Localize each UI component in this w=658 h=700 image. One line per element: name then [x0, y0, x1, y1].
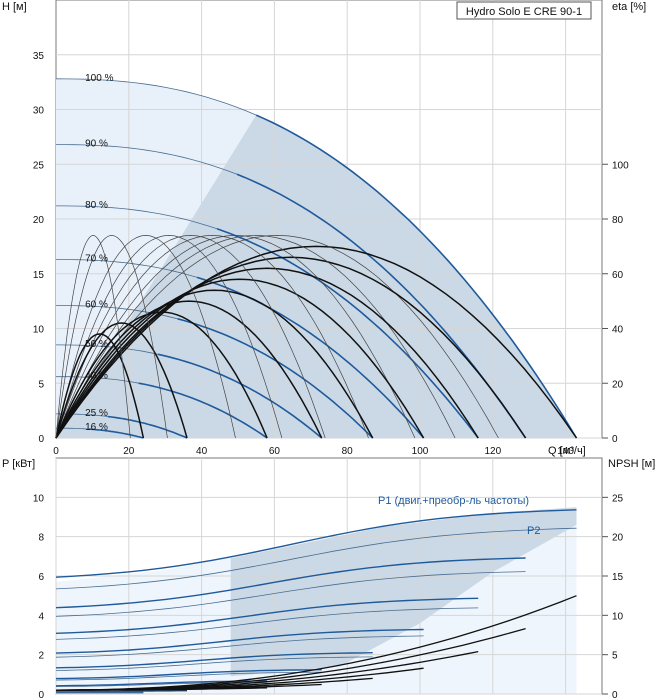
p-tick-label: 10: [33, 493, 45, 504]
efficiency-curve: [55, 322, 188, 439]
efficiency-curve: [55, 267, 479, 439]
y-axis-title: H [м]: [2, 1, 27, 13]
speed-label: 70 %: [85, 254, 108, 265]
x-axis-title: Q [м³/ч]: [548, 445, 586, 457]
efficiency-curve-thin: [55, 235, 168, 439]
efficiency-curve-thin: [55, 235, 326, 439]
head-curve-thin: [56, 205, 218, 230]
y2-tick-label: 100: [612, 160, 629, 171]
efficiency-curves: [55, 235, 578, 439]
x-tick-label: 100: [412, 446, 429, 457]
x-tick-label: 120: [484, 446, 501, 457]
p-tick-label: 0: [38, 690, 44, 700]
head-curve: [107, 415, 188, 439]
head-curve: [255, 114, 578, 439]
y-tick-label: 35: [33, 51, 45, 62]
bottom-operating-area: [56, 507, 577, 694]
p2-curve: [55, 635, 424, 658]
p-axis-title: P [кВт]: [2, 458, 35, 470]
p2-curve: [55, 527, 577, 590]
efficiency-curve-thin: [55, 235, 236, 439]
chart-title: Hydro Solo E CRE 90-1: [466, 6, 582, 18]
p1-curve: [55, 628, 424, 654]
head-curve-thin: [56, 259, 198, 278]
efficiency-curve: [55, 245, 578, 439]
top-grid: [56, 0, 608, 439]
npsh-tick-label: 0: [612, 690, 618, 700]
p-tick-label: 6: [38, 572, 44, 583]
p-tick-label: 4: [38, 611, 44, 622]
head-curve: [177, 318, 374, 439]
y-tick-label: 10: [33, 325, 45, 336]
top-labels: 0 20 40 60 80 100 120 140 0 5 10 15 20 25 30 35 0 20 40 60 8…: [33, 51, 629, 457]
x-tick-label: 80: [342, 446, 354, 457]
chart-title-box: [456, 1, 592, 20]
bottom-labels: 0 2 4 6 8 10 0 5 10 15 20 25: [33, 493, 624, 700]
npsh-tick-label: 10: [612, 611, 624, 622]
y2-tick-label: 60: [612, 270, 624, 281]
p2-curve: [55, 656, 373, 671]
y2-axis-title: eta [%]: [612, 1, 646, 13]
y2-tick-label: 0: [612, 434, 618, 445]
p-tick-label: 2: [38, 651, 44, 662]
p2-annotation: P2: [527, 525, 540, 537]
x-tick-label: 60: [269, 446, 281, 457]
speed-label: 90 %: [85, 139, 108, 150]
p1-curve: [55, 509, 577, 578]
speed-label: 60 %: [85, 300, 108, 311]
head-curve-thin: [55, 78, 257, 116]
speed-label: 100 %: [85, 73, 113, 84]
y2-tick-label: 80: [612, 215, 624, 226]
head-curve-thin: [55, 144, 238, 175]
y-tick-label: 20: [33, 215, 45, 226]
x-tick-label: 40: [196, 446, 208, 457]
p2-curve: [55, 671, 322, 681]
efficiency-curve-thin: [55, 235, 283, 439]
head-curve-thin: [56, 413, 108, 417]
power-curves: [55, 509, 577, 694]
efficiency-curve: [55, 300, 323, 439]
efficiency-curve-thin: [55, 235, 131, 439]
p1-curve: [55, 597, 479, 634]
efficiency-curve: [55, 256, 527, 439]
y-tick-label: 15: [33, 270, 45, 281]
x-tick-label: 20: [123, 446, 135, 457]
bottom-dark-area: [230, 507, 577, 677]
y2-tick-label: 20: [612, 379, 624, 390]
p1-annotation: P1 (двиг.+преобр-ль частоты): [378, 495, 529, 507]
speed-label: 25 %: [85, 408, 108, 419]
head-curve: [216, 228, 479, 439]
npsh-axis-title: NPSH [м]: [608, 458, 655, 470]
y-tick-label: 25: [33, 160, 45, 171]
efficiency-curve-thin: [55, 235, 416, 439]
speed-label: 40 %: [85, 371, 108, 382]
y-tick-label: 5: [38, 379, 44, 390]
p1-curve: [55, 557, 526, 609]
efficiency-curve: [55, 289, 374, 439]
npsh-tick-label: 20: [612, 533, 624, 544]
speed-label: 50 %: [85, 339, 108, 350]
efficiency-curve-thin: [55, 235, 369, 439]
head-curve: [196, 276, 425, 439]
head-curve: [157, 353, 323, 439]
p1-curve: [55, 652, 373, 669]
efficiency-curve: [55, 333, 145, 439]
npsh-tick-label: 5: [612, 651, 618, 662]
speed-label: 80 %: [85, 200, 108, 211]
x-tick-label: 0: [53, 446, 59, 457]
x-tick-label: 140: [557, 446, 574, 457]
p2-curve: [55, 607, 479, 640]
efficiency-curve: [55, 311, 268, 439]
y-tick-label: 30: [33, 106, 45, 117]
npsh-tick-label: 25: [612, 493, 624, 504]
y2-tick-label: 40: [612, 325, 624, 336]
p-tick-label: 8: [38, 533, 44, 544]
npsh-tick-label: 15: [612, 572, 624, 583]
y-tick-label: 0: [38, 434, 44, 445]
head-curve: [89, 428, 144, 439]
speed-label: 16 %: [85, 422, 108, 433]
p1-curve: [55, 669, 322, 680]
p2-curve: [55, 571, 526, 617]
